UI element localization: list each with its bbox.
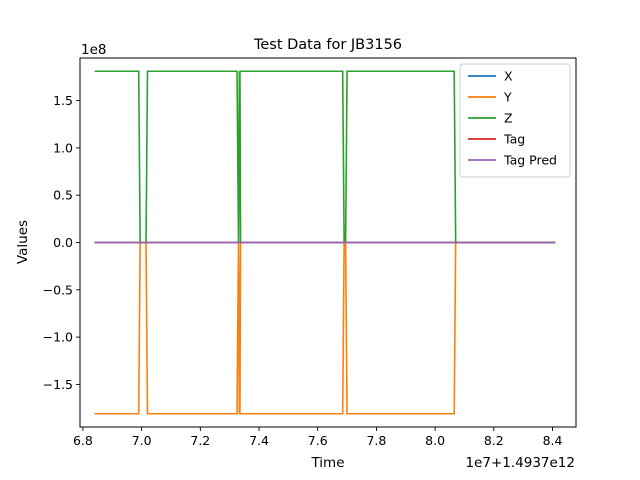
legend-label: Z bbox=[504, 111, 513, 126]
legend-label: Tag Pred bbox=[503, 153, 557, 168]
y-axis: 1.5 1.0 0.5 0.0 −0.5 −1.0 −1.5 bbox=[43, 93, 80, 392]
y-axis-label: Values bbox=[15, 220, 31, 264]
y-tick-label: 1.0 bbox=[53, 140, 73, 155]
x-axis: 6.8 7.0 7.2 7.4 7.6 7.8 8.0 8.2 8.4 bbox=[73, 427, 563, 448]
x-tick-label: 8.4 bbox=[543, 433, 563, 448]
plot-area bbox=[94, 70, 556, 415]
x-tick-label: 6.8 bbox=[73, 433, 93, 448]
x-axis-label: Time bbox=[310, 455, 344, 471]
x-tick-label: 7.8 bbox=[366, 433, 386, 448]
legend-label: Tag bbox=[503, 132, 525, 147]
legend-label: X bbox=[504, 69, 513, 84]
legend: XYZ Tag Tag Pred bbox=[459, 63, 571, 178]
legend-label: Y bbox=[503, 90, 512, 105]
y-tick-label: 0.5 bbox=[53, 188, 73, 203]
x-tick-label: 7.2 bbox=[190, 433, 210, 448]
x-tick-label: 7.4 bbox=[249, 433, 269, 448]
chart-title: Test Data for JB3156 bbox=[253, 37, 402, 53]
y-scale-label: 1e8 bbox=[81, 42, 106, 58]
legend-frame bbox=[459, 63, 571, 178]
y-tick-label: −1.0 bbox=[43, 330, 73, 345]
x-tick-label: 7.6 bbox=[308, 433, 328, 448]
y-tick-label: −1.5 bbox=[43, 377, 73, 392]
x-tick-label: 7.0 bbox=[132, 433, 152, 448]
y-tick-label: −0.5 bbox=[43, 282, 73, 297]
x-tick-label: 8.0 bbox=[425, 433, 445, 448]
x-offset-label: 1e7+1.4937e12 bbox=[465, 455, 575, 471]
y-tick-label: 0.0 bbox=[53, 235, 73, 250]
x-tick-label: 8.2 bbox=[484, 433, 504, 448]
y-tick-label: 1.5 bbox=[53, 93, 73, 108]
